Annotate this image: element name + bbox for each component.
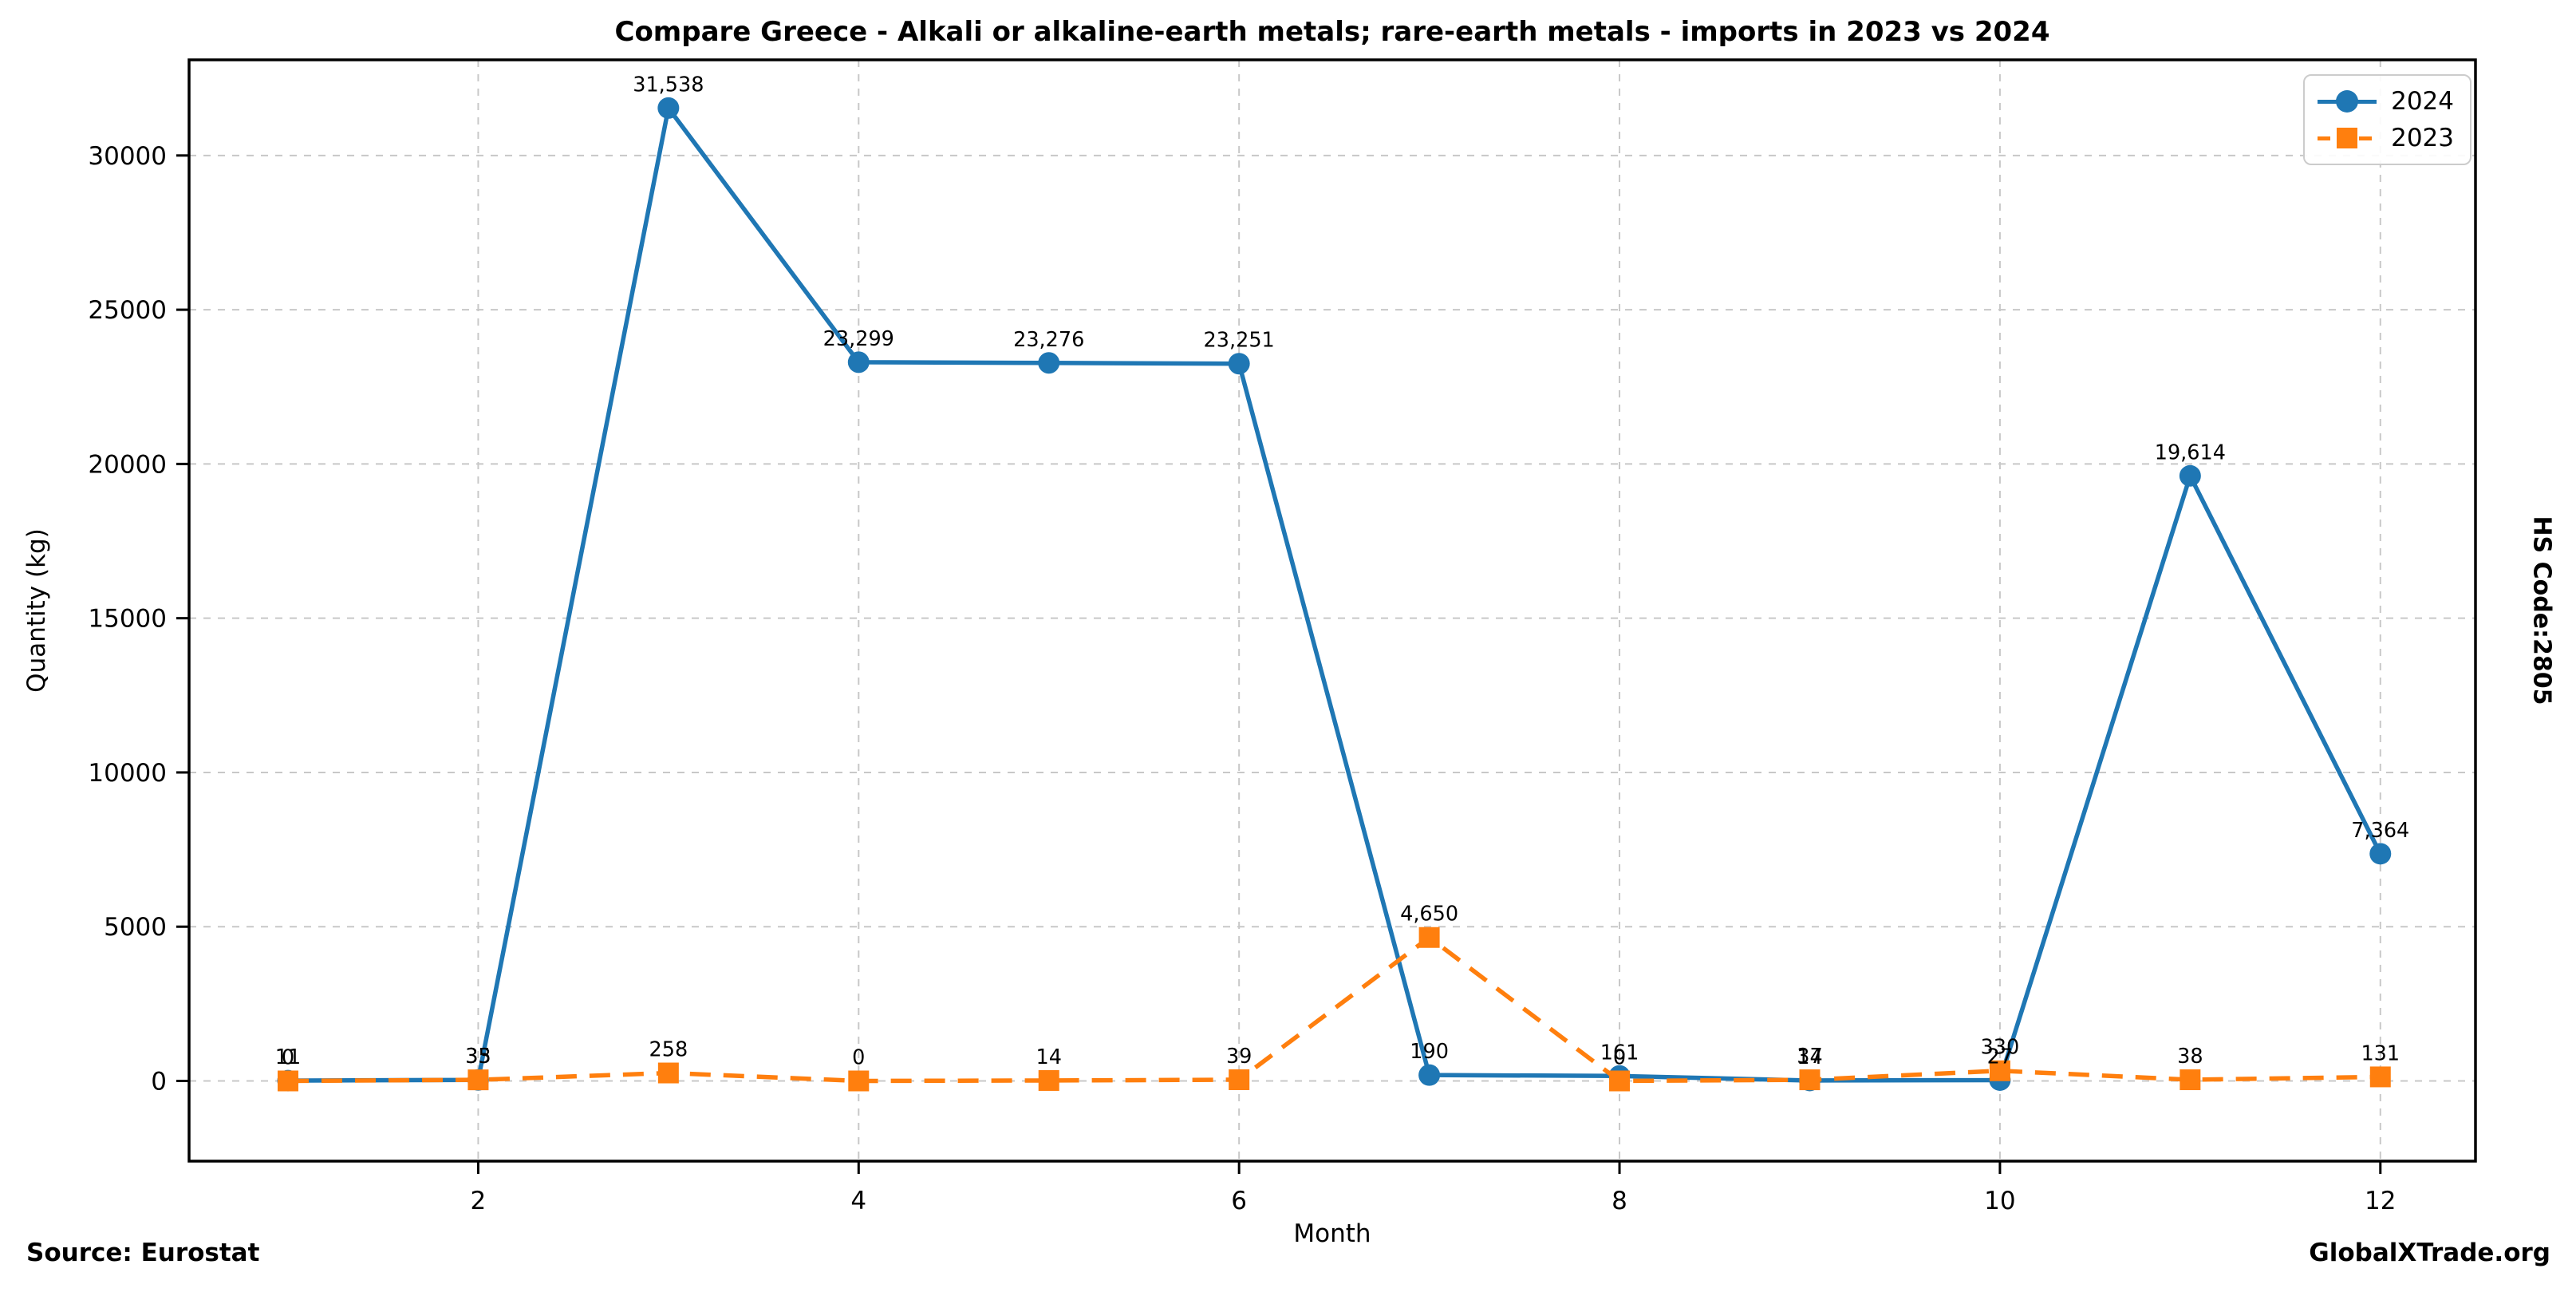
value-label-2024-m6: 23,251 bbox=[1204, 329, 1275, 353]
data-point-2023-m1 bbox=[277, 1070, 298, 1092]
source-credit: Source: Eurostat bbox=[26, 1239, 260, 1267]
data-point-2023-m10 bbox=[1989, 1060, 2010, 1081]
legend-marker-2024-icon bbox=[2318, 87, 2377, 116]
y-tick-label: 15000 bbox=[88, 605, 167, 634]
series-line-2024 bbox=[287, 105, 2383, 1083]
data-point-2023-m8 bbox=[1609, 1070, 1631, 1092]
value-label-2024-m3: 31,538 bbox=[633, 73, 704, 97]
legend-label-2024: 2024 bbox=[2391, 86, 2454, 116]
x-tick-label: 8 bbox=[1611, 1187, 1627, 1215]
data-point-2023-m5 bbox=[1038, 1069, 1059, 1091]
data-point-2023-m9 bbox=[1799, 1069, 1821, 1091]
x-tick-label: 2 bbox=[471, 1187, 487, 1215]
data-point-2024-m6 bbox=[1228, 353, 1250, 375]
x-tick-label: 10 bbox=[1984, 1187, 2015, 1215]
value-label-2023-m10: 330 bbox=[1981, 1036, 2020, 1060]
data-point-2023-m12 bbox=[2369, 1066, 2391, 1088]
data-point-2024-m7 bbox=[1418, 1064, 1441, 1086]
data-point-2023-m7 bbox=[1418, 927, 1440, 948]
brand-credit: GlobalXTrade.org bbox=[2309, 1239, 2550, 1267]
data-point-2023-m4 bbox=[848, 1070, 870, 1092]
value-label-2024-m5: 23,276 bbox=[1013, 328, 1084, 352]
series-line-2023 bbox=[287, 934, 2381, 1084]
value-label-2023-m7: 4,650 bbox=[1400, 903, 1458, 927]
value-label-2024-m12: 7,364 bbox=[2351, 819, 2409, 843]
value-label-2023-m11: 38 bbox=[2177, 1045, 2203, 1069]
value-label-2023-m6: 39 bbox=[1226, 1045, 1252, 1069]
legend-marker-2023-icon bbox=[2318, 124, 2377, 152]
legend-label-2023: 2023 bbox=[2391, 123, 2454, 152]
data-point-2023-m11 bbox=[2180, 1069, 2201, 1091]
x-axis-label: Month bbox=[1293, 1219, 1371, 1248]
value-label-2023-m4: 0 bbox=[852, 1045, 865, 1069]
y-tick-label: 25000 bbox=[88, 296, 167, 325]
chart-title: Compare Greece - Alkali or alkaline-eart… bbox=[614, 16, 2050, 48]
y-tick-label: 5000 bbox=[104, 913, 167, 942]
legend: 2024 2023 bbox=[2303, 74, 2471, 165]
value-label-2024-m10: 27 bbox=[1987, 1045, 2013, 1069]
y-tick-label: 20000 bbox=[88, 450, 167, 479]
value-label-2023-m9: 37 bbox=[1797, 1045, 1822, 1069]
value-label-2024-m7: 190 bbox=[1410, 1040, 1449, 1064]
value-label-2023-m3: 258 bbox=[649, 1038, 688, 1062]
value-label-2024-m8: 161 bbox=[1600, 1041, 1639, 1065]
data-point-2023-m2 bbox=[467, 1069, 489, 1091]
data-point-2024-m11 bbox=[2179, 464, 2201, 487]
legend-item-2024: 2024 bbox=[2318, 87, 2454, 116]
value-label-2024-m2: 33 bbox=[465, 1045, 491, 1069]
x-tick-label: 6 bbox=[1231, 1187, 1247, 1215]
x-tick-label: 4 bbox=[850, 1187, 866, 1215]
data-point-2024-m4 bbox=[847, 351, 870, 373]
value-label-2024-m11: 19,614 bbox=[2155, 441, 2226, 464]
legend-item-2023: 2023 bbox=[2318, 124, 2454, 152]
x-tick-label: 12 bbox=[2365, 1187, 2396, 1215]
value-label-2024-m4: 23,299 bbox=[823, 327, 894, 351]
plot-frame bbox=[187, 58, 2477, 1163]
data-point-2024-m3 bbox=[657, 97, 680, 119]
data-point-2023-m6 bbox=[1229, 1069, 1250, 1090]
data-point-2024-m5 bbox=[1038, 352, 1060, 374]
value-label-2023-m8: 0 bbox=[1613, 1045, 1626, 1069]
value-label-2023-m12: 131 bbox=[2361, 1041, 2400, 1065]
y-tick-label: 0 bbox=[151, 1067, 167, 1096]
y-tick-label: 30000 bbox=[88, 142, 167, 171]
value-label-2024-m1: 11 bbox=[275, 1045, 301, 1069]
value-label-2023-m1: 0 bbox=[282, 1045, 294, 1069]
data-point-2023-m3 bbox=[657, 1062, 679, 1084]
y-axis-label: Quantity (kg) bbox=[22, 528, 51, 693]
value-label-2023-m2: 35 bbox=[465, 1045, 491, 1069]
value-label-2023-m5: 14 bbox=[1036, 1045, 1062, 1069]
y-tick-label: 10000 bbox=[88, 759, 167, 788]
value-label-2024-m9: 14 bbox=[1797, 1045, 1822, 1069]
data-point-2024-m12 bbox=[2369, 843, 2392, 865]
hs-code-label: HS Code:2805 bbox=[2527, 516, 2556, 705]
